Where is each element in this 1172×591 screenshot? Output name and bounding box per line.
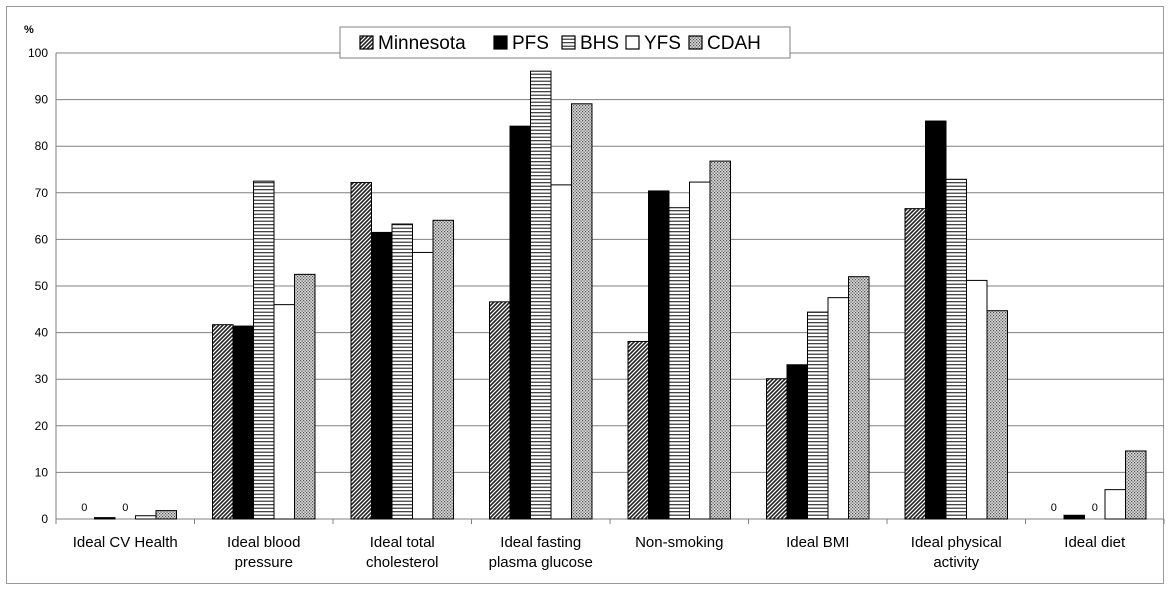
bar-yfs <box>135 515 157 520</box>
data-label: 0 <box>1092 502 1098 514</box>
y-tick-label: 90 <box>35 93 49 107</box>
x-tick-label: Ideal physical activity <box>911 534 1002 571</box>
y-tick-label: 20 <box>35 419 49 433</box>
x-tick-label: Ideal blood pressure <box>227 534 300 571</box>
data-label: 0 <box>81 502 87 514</box>
bar-pfs <box>648 190 670 520</box>
legend-label-yfs: YFS <box>644 33 681 54</box>
legend-swatch-pfs <box>493 35 508 50</box>
bar-yfs <box>412 251 434 520</box>
bar-minnesota <box>489 301 511 520</box>
bar-yfs <box>827 297 849 520</box>
chart-frame <box>6 6 1164 584</box>
legend-swatch-minnesota <box>359 35 374 50</box>
x-tick-label: Ideal diet <box>1064 534 1126 551</box>
x-tick-label: Ideal total cholesterol <box>366 534 439 571</box>
data-label: 0 <box>1051 502 1057 514</box>
legend-box <box>339 26 791 59</box>
bar-bhs <box>945 178 967 520</box>
y-unit-label: % <box>24 24 34 36</box>
bar-cdah <box>1125 450 1147 520</box>
bar-yfs <box>966 279 988 520</box>
y-tick-label: 30 <box>35 372 49 386</box>
bar-yfs <box>550 184 572 520</box>
y-tick-label: 10 <box>35 465 49 479</box>
bar-minnesota <box>904 208 926 520</box>
bar-pfs <box>1063 514 1085 520</box>
y-tick-label: 0 <box>41 512 48 526</box>
legend-swatch-bhs <box>561 35 576 50</box>
legend-label-bhs: BHS <box>580 33 619 54</box>
bar-bhs <box>807 311 829 520</box>
y-tick-label: 80 <box>35 139 49 153</box>
x-tick-label: Ideal CV Health <box>73 534 178 551</box>
bar-minnesota <box>212 324 234 520</box>
data-label: 0 <box>122 502 128 514</box>
bar-minnesota <box>766 378 788 520</box>
legend-label-pfs: PFS <box>512 33 549 54</box>
bar-cdah <box>432 219 454 520</box>
legend-swatch-yfs <box>625 35 640 50</box>
bar-bhs <box>253 180 275 520</box>
y-tick-label: 70 <box>35 186 49 200</box>
y-tick-label: 100 <box>28 46 48 60</box>
bar-pfs <box>371 231 393 520</box>
bar-pfs <box>786 364 808 520</box>
labels: 0 10 20 30 40 50 60 70 80 90 100% Ideal CV Health Id… <box>24 24 1126 571</box>
bar-bhs <box>391 223 413 520</box>
y-tick-label: 50 <box>35 279 49 293</box>
y-tick-label: 40 <box>35 326 49 340</box>
x-tick-label: Ideal BMI <box>786 534 849 551</box>
bar-pfs <box>509 125 531 520</box>
y-tick-label: 60 <box>35 232 49 246</box>
bar-yfs <box>273 304 295 520</box>
bar-cdah <box>848 276 870 520</box>
bar-minnesota <box>350 182 372 520</box>
bar-bhs <box>668 207 690 520</box>
legend-swatch-cdah <box>688 35 703 50</box>
legend-label-cdah: CDAH <box>707 33 761 54</box>
bar-pfs <box>925 120 947 520</box>
bars <box>94 70 1147 520</box>
x-tick-label: Ideal fasting plasma glucose <box>489 534 593 571</box>
bar-yfs <box>1104 489 1126 520</box>
bar-cdah <box>571 103 593 520</box>
legend-label-minnesota: Minnesota <box>378 33 466 54</box>
bar-minnesota <box>627 340 649 520</box>
bar-cdah <box>709 160 731 520</box>
bar-cdah <box>986 310 1008 520</box>
bar-cdah <box>155 510 177 520</box>
legend: Minnesota PFS BHS YFS CDAH <box>339 26 791 59</box>
x-tick-label: Non-smoking <box>635 534 723 551</box>
bar-pfs <box>94 517 116 520</box>
bar-yfs <box>689 181 711 520</box>
bar-pfs <box>232 325 254 520</box>
bar-bhs <box>530 70 552 520</box>
bar-cdah <box>294 273 316 520</box>
